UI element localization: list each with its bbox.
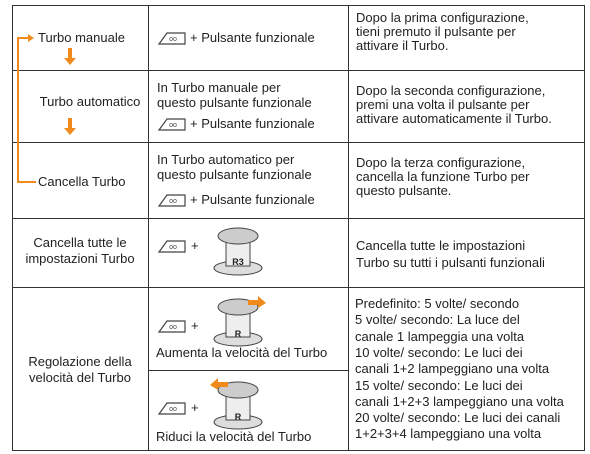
description: Cancella tutte le impostazioni — [356, 238, 526, 253]
row-label: Cancella Turbo — [38, 174, 126, 189]
description: questo pulsante. — [356, 183, 452, 198]
plus-sign: + — [191, 318, 199, 333]
action-caption: Aumenta la velocità del Turbo — [156, 345, 328, 360]
action-text: + Pulsante funzionale — [190, 192, 315, 207]
action-text: + Pulsante funzionale — [190, 30, 315, 45]
description: 10 volte/ secondo: Le luci dei — [355, 344, 523, 360]
row-label: Cancella tutte le — [33, 235, 127, 250]
description: attivare automaticamente il Turbo. — [356, 111, 552, 126]
action-caption: Riduci la velocità del Turbo — [156, 429, 312, 444]
description: Dopo la terza configurazione, — [356, 155, 526, 170]
action-text: In Turbo manuale per — [157, 80, 281, 95]
action-text: + Pulsante funzionale — [190, 116, 315, 131]
description: canali 1+2 lampeggiano una volta — [355, 361, 550, 377]
description: cancella la funzione Turbo per — [356, 169, 530, 184]
description: 1+2+3+4 lampeggiano una volta — [355, 426, 542, 442]
description: Dopo la prima configurazione, — [356, 10, 529, 25]
description: premi una volta il pulsante per — [356, 97, 530, 112]
stick-label: R3 — [232, 257, 244, 267]
action-text: questo pulsante funzionale — [157, 167, 312, 182]
row-label: Turbo automatico — [39, 94, 141, 109]
stick-label: R — [234, 412, 242, 422]
description: Turbo su tutti i pulsanti funzionali — [356, 255, 545, 270]
stick-label: R — [234, 329, 242, 339]
plus-sign: + — [191, 400, 199, 415]
row-label: Regolazione della — [28, 354, 132, 369]
description: canale 1 lampeggia una volta — [355, 328, 525, 344]
plus-sign: + — [191, 238, 199, 253]
description: 15 volte/ secondo: Le luci dei — [355, 377, 523, 393]
description: attivare il Turbo. — [356, 38, 449, 53]
row-label: Turbo manuale — [38, 30, 125, 45]
action-text: In Turbo automatico per — [157, 152, 295, 167]
action-text: questo pulsante funzionale — [157, 95, 312, 110]
row-label: impostazioni Turbo — [25, 251, 135, 266]
description: 20 volte/ secondo: Le luci dei canali — [355, 410, 561, 426]
description: Dopo la seconda configurazione, — [356, 83, 546, 98]
description: Predefinito: 5 volte/ secondo — [355, 296, 520, 311]
description: canali 1+2+3 lampeggiano una volta — [355, 393, 564, 409]
description: tieni premuto il pulsante per — [356, 24, 516, 39]
description: 5 volte/ secondo: La luce del — [355, 312, 520, 328]
row-label: velocità del Turbo — [29, 370, 131, 385]
